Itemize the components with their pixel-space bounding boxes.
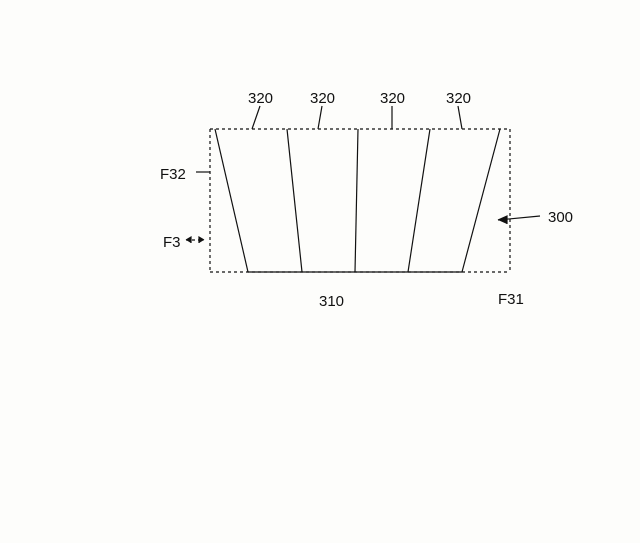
label-320-2: 320 xyxy=(310,90,335,107)
label-320-1: 320 xyxy=(248,90,273,107)
label-F31: F31 xyxy=(498,291,524,308)
label-320-3: 320 xyxy=(380,90,405,107)
label-310: 310 xyxy=(319,293,344,310)
label-F3: F3 xyxy=(163,234,181,251)
label-300: 300 xyxy=(548,209,573,226)
diagram-svg xyxy=(0,0,640,543)
label-F32: F32 xyxy=(160,166,186,183)
figure-canvas: 320 320 320 320 310 F31 300 F32 F3 xyxy=(0,0,640,543)
label-320-4: 320 xyxy=(446,90,471,107)
